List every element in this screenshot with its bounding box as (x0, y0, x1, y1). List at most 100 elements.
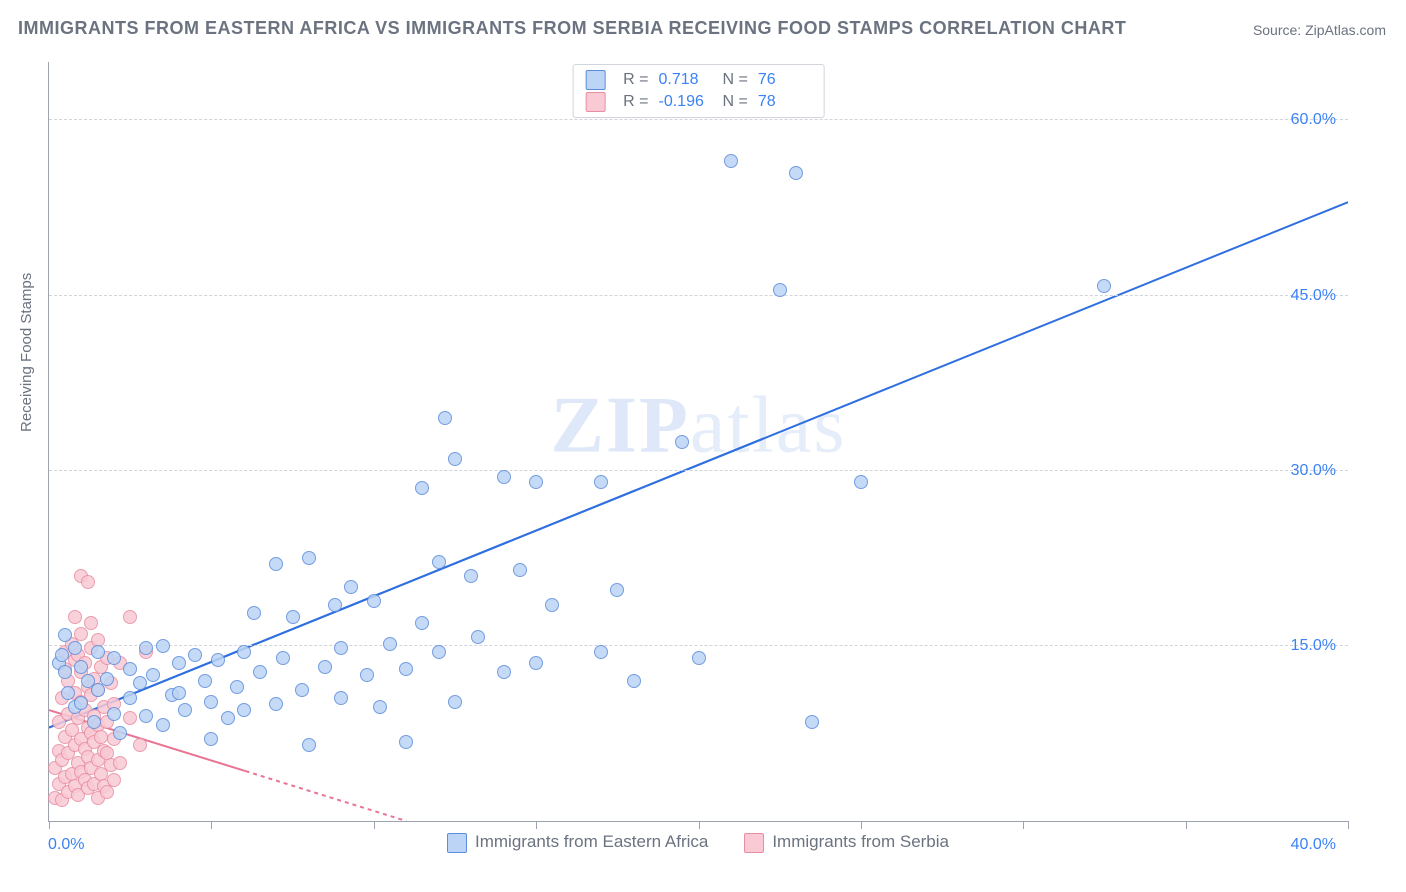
y-axis-label: Receiving Food Stamps (18, 273, 35, 432)
swatch-eastern-africa (447, 833, 467, 853)
data-point (211, 653, 225, 667)
data-point (464, 569, 478, 583)
gridline (49, 470, 1348, 471)
data-point (415, 481, 429, 495)
data-point (178, 703, 192, 717)
y-tick-label: 15.0% (1291, 637, 1336, 655)
swatch-serbia (585, 92, 605, 112)
data-point (113, 756, 127, 770)
data-point (471, 630, 485, 644)
data-point (773, 283, 787, 297)
data-point (269, 697, 283, 711)
data-point (123, 662, 137, 676)
data-point (204, 695, 218, 709)
bottom-legend: Immigrants from Eastern Africa Immigrant… (447, 832, 949, 853)
data-point (107, 707, 121, 721)
x-axis-min-label: 0.0% (48, 836, 84, 854)
data-point (133, 676, 147, 690)
y-tick-label: 45.0% (1291, 287, 1336, 305)
data-point (594, 645, 608, 659)
data-point (432, 645, 446, 659)
stats-legend-box: R = 0.718 N = 76 R = -0.196 N = 78 (572, 64, 825, 118)
data-point (156, 639, 170, 653)
data-point (399, 662, 413, 676)
data-point (74, 696, 88, 710)
legend-item-eastern-africa: Immigrants from Eastern Africa (447, 832, 708, 853)
data-point (328, 598, 342, 612)
data-point (133, 738, 147, 752)
stats-n-value-eastern-africa: 76 (758, 71, 812, 89)
data-point (497, 470, 511, 484)
stats-r-label: R = (623, 93, 648, 111)
data-point (237, 645, 251, 659)
data-point (276, 651, 290, 665)
data-point (529, 656, 543, 670)
data-point (253, 665, 267, 679)
data-point (360, 668, 374, 682)
data-point (84, 616, 98, 630)
data-point (87, 715, 101, 729)
data-point (344, 580, 358, 594)
data-point (367, 594, 381, 608)
data-point (286, 610, 300, 624)
y-tick-label: 30.0% (1291, 462, 1336, 480)
legend-label-eastern-africa: Immigrants from Eastern Africa (475, 832, 708, 851)
data-point (295, 683, 309, 697)
data-point (302, 738, 316, 752)
stats-r-value-serbia: -0.196 (659, 93, 713, 111)
data-point (172, 686, 186, 700)
gridline (49, 295, 1348, 296)
data-point (123, 711, 137, 725)
data-point (432, 555, 446, 569)
stats-row-eastern-africa: R = 0.718 N = 76 (585, 69, 812, 91)
data-point (448, 695, 462, 709)
data-point (1097, 279, 1111, 293)
stats-r-label: R = (623, 71, 648, 89)
x-tick (1348, 821, 1349, 829)
data-point (107, 773, 121, 787)
data-point (594, 475, 608, 489)
data-point (68, 641, 82, 655)
data-point (627, 674, 641, 688)
chart-container: IMMIGRANTS FROM EASTERN AFRICA VS IMMIGR… (0, 0, 1406, 892)
data-point (55, 648, 69, 662)
x-axis-row: 0.0% Immigrants from Eastern Africa Immi… (48, 826, 1348, 866)
data-point (448, 452, 462, 466)
stats-n-label: N = (723, 71, 748, 89)
plot-area: ZIPatlas R = 0.718 N = 76 R = -0.196 N =… (48, 62, 1348, 822)
stats-row-serbia: R = -0.196 N = 78 (585, 91, 812, 113)
data-point (383, 637, 397, 651)
data-point (724, 154, 738, 168)
data-point (94, 730, 108, 744)
data-point (854, 475, 868, 489)
data-point (139, 709, 153, 723)
data-point (692, 651, 706, 665)
data-point (113, 726, 127, 740)
data-point (373, 700, 387, 714)
data-point (204, 732, 218, 746)
swatch-eastern-africa (585, 70, 605, 90)
data-point (545, 598, 559, 612)
data-point (123, 610, 137, 624)
data-point (156, 718, 170, 732)
data-point (334, 691, 348, 705)
data-point (221, 711, 235, 725)
data-point (123, 691, 137, 705)
data-point (91, 645, 105, 659)
legend-label-serbia: Immigrants from Serbia (772, 832, 949, 851)
data-point (58, 665, 72, 679)
data-point (146, 668, 160, 682)
data-point (610, 583, 624, 597)
data-point (513, 563, 527, 577)
data-point (497, 665, 511, 679)
data-point (139, 641, 153, 655)
swatch-serbia (744, 833, 764, 853)
data-point (789, 166, 803, 180)
data-point (415, 616, 429, 630)
data-point (74, 627, 88, 641)
data-point (399, 735, 413, 749)
legend-item-serbia: Immigrants from Serbia (744, 832, 949, 853)
data-point (74, 660, 88, 674)
watermark-main: ZIP (551, 382, 690, 470)
stats-r-value-eastern-africa: 0.718 (659, 71, 713, 89)
